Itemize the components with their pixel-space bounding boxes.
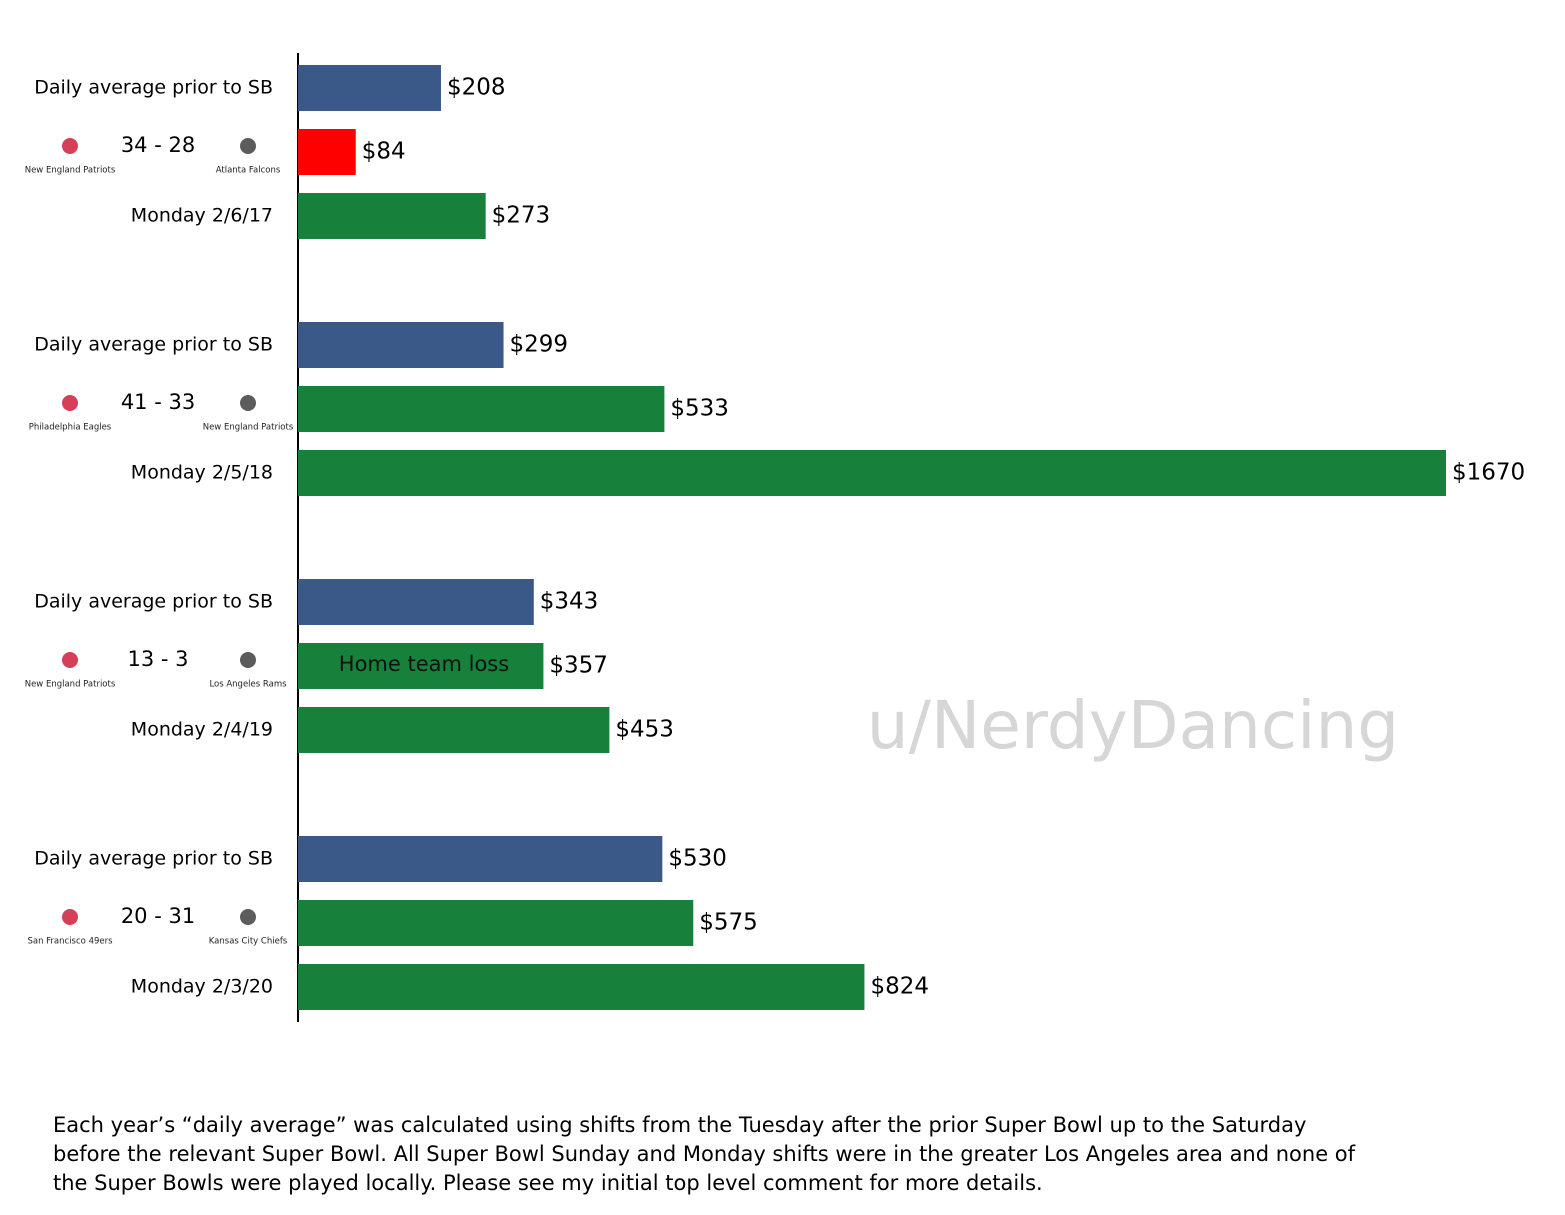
- team-name: Philadelphia Eagles: [29, 423, 112, 433]
- score: 13 - 3: [127, 647, 188, 671]
- footnote: the Super Bowls were played locally. Ple…: [53, 1171, 1043, 1195]
- bar: [298, 322, 504, 368]
- bar: [298, 129, 356, 175]
- bar: [298, 450, 1446, 496]
- value-label: $453: [615, 717, 674, 743]
- value-label: $530: [668, 846, 727, 872]
- category-label: Daily average prior to SB: [34, 334, 273, 356]
- category-label: Monday 2/3/20: [131, 976, 273, 998]
- bar: [298, 579, 534, 625]
- category-label: Monday 2/5/18: [131, 462, 273, 484]
- value-label: $208: [447, 75, 506, 101]
- value-label: $84: [362, 139, 406, 165]
- bar: [298, 707, 610, 753]
- value-label: $343: [540, 589, 599, 615]
- team-logo: [62, 909, 78, 925]
- team-logo: [240, 909, 256, 925]
- value-label: $575: [699, 910, 758, 936]
- team-name: San Francisco 49ers: [27, 937, 113, 947]
- team-logo: [62, 395, 78, 411]
- team-logo: [62, 138, 78, 154]
- footnote: before the relevant Super Bowl. All Supe…: [53, 1142, 1356, 1166]
- score: 41 - 33: [121, 390, 195, 414]
- footnote: Each year’s “daily average” was calculat…: [53, 1113, 1306, 1137]
- team-name: New England Patriots: [25, 680, 116, 690]
- bar: [298, 900, 694, 946]
- team-logo: [62, 652, 78, 668]
- value-label: $824: [870, 974, 929, 1000]
- category-label: Daily average prior to SB: [34, 77, 273, 99]
- team-logo: [240, 138, 256, 154]
- bar: [298, 643, 544, 689]
- bar: [298, 386, 665, 432]
- annotation: Home team loss: [339, 652, 509, 676]
- score: 20 - 31: [121, 904, 195, 928]
- value-label: $533: [670, 396, 729, 422]
- team-name: Atlanta Falcons: [216, 166, 281, 176]
- value-label: $357: [549, 653, 608, 679]
- value-label: $1670: [1452, 460, 1525, 486]
- team-logo: [240, 395, 256, 411]
- watermark: u/NerdyDancing: [867, 687, 1399, 764]
- bar: [298, 193, 486, 239]
- value-label: $299: [510, 332, 569, 358]
- category-label: Monday 2/4/19: [131, 719, 273, 741]
- bar: [298, 65, 441, 111]
- team-name: Kansas City Chiefs: [209, 937, 288, 947]
- category-label: Monday 2/6/17: [131, 205, 273, 227]
- category-label: Daily average prior to SB: [34, 591, 273, 613]
- bar: [298, 964, 865, 1010]
- value-label: $273: [492, 203, 551, 229]
- team-name: New England Patriots: [25, 166, 116, 176]
- team-name: New England Patriots: [203, 423, 294, 433]
- category-label: Daily average prior to SB: [34, 848, 273, 870]
- team-name: Los Angeles Rams: [209, 680, 287, 690]
- score: 34 - 28: [121, 133, 195, 157]
- bar: [298, 836, 663, 882]
- team-logo: [240, 652, 256, 668]
